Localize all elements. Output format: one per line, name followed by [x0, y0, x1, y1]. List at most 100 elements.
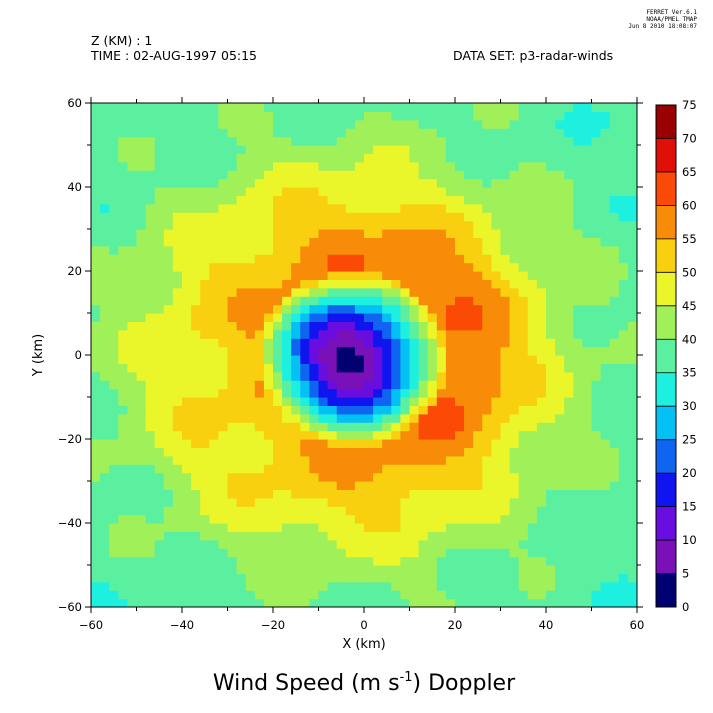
field-cell: [172, 212, 183, 222]
field-cell: [391, 229, 401, 238]
field-cell: [309, 128, 320, 138]
field-cell: [163, 388, 174, 398]
field-cell: [464, 523, 474, 532]
field-cell: [172, 388, 183, 398]
field-cell: [273, 590, 283, 600]
field-cell: [491, 254, 502, 264]
field-cell: [400, 523, 411, 532]
field-cell: [273, 313, 283, 322]
field-cell: [409, 279, 420, 289]
field-cell: [200, 472, 210, 482]
field-cell: [163, 405, 174, 415]
field-cell: [209, 254, 219, 264]
field-cell: [309, 329, 320, 339]
field-cell: [282, 287, 292, 297]
field-cell: [382, 380, 392, 390]
field-cell: [473, 523, 483, 532]
field-cell: [127, 539, 138, 549]
field-cell: [436, 103, 447, 112]
field-cell: [364, 220, 374, 230]
field-cell: [436, 472, 447, 482]
field-cell: [482, 405, 492, 415]
field-cell: [400, 153, 411, 163]
field-cell: [445, 321, 456, 331]
field-cell: [536, 178, 547, 188]
field-cell: [564, 187, 574, 196]
field-cell: [154, 103, 165, 112]
field-cell: [618, 430, 629, 440]
field-cell: [291, 170, 301, 180]
field-cell: [473, 439, 483, 448]
field-cell: [373, 506, 383, 516]
field-cell: [145, 514, 156, 524]
field-cell: [218, 271, 229, 280]
field-cell: [364, 329, 374, 339]
field-cell: [600, 245, 611, 255]
field-cell: [391, 304, 401, 314]
field-cell: [527, 136, 538, 146]
field-cell: [391, 136, 401, 146]
field-cell: [100, 111, 110, 121]
field-cell: [273, 203, 283, 213]
field-cell: [118, 321, 128, 331]
field-cell: [318, 346, 329, 356]
field-cell: [609, 371, 620, 381]
field-cell: [609, 439, 620, 448]
field-cell: [327, 279, 338, 289]
colorbar-frame: [655, 104, 677, 608]
field-cell: [273, 304, 283, 314]
field-cell: [482, 581, 492, 591]
field-cell: [236, 136, 247, 146]
field-cell: [555, 447, 565, 457]
field-cell: [409, 506, 420, 516]
field-cell: [136, 271, 147, 280]
field-cell: [600, 380, 611, 390]
field-cell: [409, 380, 420, 390]
field-cell: [273, 371, 283, 381]
field-cell: [464, 103, 474, 112]
field-cell: [546, 237, 556, 247]
field-cell: [236, 514, 247, 524]
field-cell: [518, 539, 529, 549]
field-cell: [364, 506, 374, 516]
field-cell: [455, 472, 465, 482]
field-cell: [582, 153, 593, 163]
field-cell: [291, 556, 301, 566]
field-cell: [546, 111, 556, 121]
field-cell: [627, 388, 637, 398]
field-cell: [354, 539, 365, 549]
field-cell: [282, 430, 292, 440]
field-cell: [600, 514, 611, 524]
field-cell: [263, 153, 274, 163]
field-cell: [627, 590, 637, 600]
field-cell: [236, 380, 247, 390]
field-cell: [509, 178, 520, 188]
field-cell: [345, 304, 356, 314]
field-cell: [336, 195, 347, 205]
field-cell: [291, 111, 301, 121]
field-cell: [418, 220, 429, 230]
field-cell: [291, 229, 301, 238]
field-cell: [191, 514, 201, 524]
field-cell: [100, 103, 110, 112]
field-cell: [163, 548, 174, 558]
field-cell: [154, 565, 165, 574]
field-cell: [200, 514, 210, 524]
field-cell: [373, 229, 383, 238]
field-cell: [345, 321, 356, 331]
field-cell: [473, 245, 483, 255]
field-cell: [154, 220, 165, 230]
field-cell: [227, 556, 238, 566]
field-cell: [436, 237, 447, 247]
field-cell: [500, 119, 511, 129]
field-cell: [445, 581, 456, 591]
field-cell: [163, 271, 174, 280]
field-cell: [91, 439, 101, 448]
field-cell: [527, 338, 538, 348]
field-cell: [509, 136, 520, 146]
field-cell: [500, 195, 511, 205]
field-cell: [546, 388, 556, 398]
field-cell: [382, 363, 392, 373]
field-cell: [309, 245, 320, 255]
field-cell: [163, 346, 174, 356]
